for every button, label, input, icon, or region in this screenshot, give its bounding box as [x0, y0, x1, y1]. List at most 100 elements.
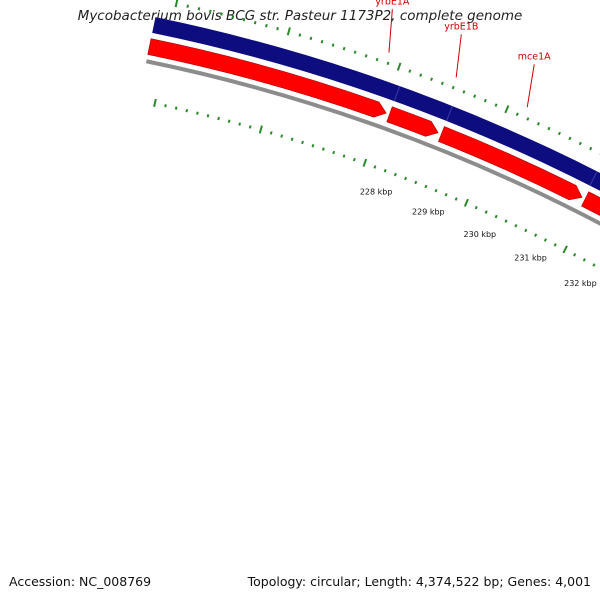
tick-mark: [434, 188, 438, 193]
tick-mark: [253, 20, 257, 25]
gene-label: yrbE1A: [375, 0, 410, 7]
tick-mark: [331, 43, 335, 47]
gene-boundary: [589, 171, 598, 186]
scale-label: 232 kbp: [564, 279, 597, 288]
tick-mark: [414, 180, 418, 185]
tick-mark: [444, 192, 448, 197]
tick-mark: [484, 210, 488, 214]
gene-boundary: [393, 85, 401, 102]
tick-mark: [197, 7, 201, 11]
topology-text: Topology: circular; Length: 4,374,522 bp…: [247, 574, 591, 589]
tick-mark: [474, 205, 478, 210]
tick-mark: [352, 157, 356, 162]
tick-mark: [208, 9, 212, 14]
forward-strand-track: [152, 17, 600, 191]
tick-mark: [342, 154, 346, 158]
tick-mark: [290, 137, 294, 141]
reverse-strand-track: [147, 38, 600, 216]
tick-mark: [396, 62, 402, 71]
tick-mark: [578, 141, 582, 146]
tick-mark: [515, 112, 519, 117]
tick-mark: [242, 18, 246, 22]
tick-mark: [526, 117, 530, 121]
tick-mark: [494, 103, 498, 107]
tick-mark: [514, 223, 518, 228]
tick-mark: [373, 165, 377, 169]
tick-mark: [321, 147, 325, 151]
tick-mark: [451, 85, 455, 90]
tick-mark: [276, 26, 279, 31]
tick-mark: [504, 105, 510, 114]
tick-mark: [174, 106, 178, 110]
tick-mark: [473, 94, 477, 98]
tick-mark: [454, 197, 458, 201]
tick-mark: [153, 98, 157, 108]
tick-mark: [269, 131, 273, 135]
tick-mark: [342, 46, 346, 51]
tick-mark: [582, 258, 586, 262]
tick-mark: [298, 33, 302, 37]
gene-leader-line: [526, 64, 535, 108]
backbone-arc: [145, 59, 600, 226]
tick-mark: [286, 27, 291, 36]
gene-label: mce1A: [518, 51, 551, 62]
tick-mark: [220, 12, 223, 16]
tick-mark: [258, 125, 263, 134]
tick-mark: [543, 238, 548, 242]
tick-mark: [186, 4, 190, 8]
scale-label: 230 kbp: [464, 230, 497, 239]
tick-mark: [375, 57, 379, 62]
tick-mark: [404, 176, 408, 181]
tick-marks: [153, 0, 600, 267]
tick-mark: [311, 144, 315, 148]
tick-mark: [383, 168, 387, 173]
tick-mark: [231, 15, 235, 19]
tick-mark: [332, 150, 336, 155]
tick-mark: [463, 198, 469, 207]
tick-mark: [408, 69, 412, 73]
tick-mark: [174, 0, 179, 8]
tick-mark: [196, 111, 199, 115]
gene-labels: yrbE1AyrbE1Bmce1Amce1Bmce1Cmce1DlprKmce1…: [375, 0, 551, 62]
tick-mark: [494, 214, 498, 219]
reverse-gene-arrow: [386, 106, 439, 137]
tick-mark: [483, 98, 487, 103]
tick-mark: [217, 116, 220, 121]
tick-mark: [227, 119, 231, 123]
tick-mark: [386, 61, 390, 66]
scale-label: 229 kbp: [412, 208, 445, 217]
tick-mark: [309, 36, 313, 41]
tick-mark: [424, 184, 428, 189]
forward-gene-band: [152, 17, 600, 191]
tick-mark: [362, 158, 368, 167]
tick-mark: [248, 125, 252, 129]
tick-mark: [534, 233, 538, 237]
tick-mark: [462, 90, 466, 94]
tick-mark: [185, 108, 189, 113]
tick-mark: [238, 122, 242, 126]
tick-mark: [364, 54, 368, 58]
tick-mark: [536, 121, 540, 126]
scale-label: 228 kbp: [360, 187, 393, 196]
tick-mark: [553, 243, 557, 247]
reverse-gene-arrow: [581, 191, 600, 216]
tick-mark: [440, 81, 444, 86]
tick-mark: [524, 228, 528, 233]
tick-mark: [504, 219, 508, 223]
gene-leader-line: [388, 9, 393, 53]
tick-mark: [265, 23, 268, 28]
tick-mark: [573, 253, 577, 257]
tick-mark: [547, 126, 551, 131]
genome-backbone: [145, 59, 600, 226]
map-title: Mycobacterium bovis BCG str. Pasteur 117…: [77, 8, 523, 24]
tick-mark: [164, 104, 167, 108]
tick-mark: [557, 131, 561, 136]
gene-leader-line: [455, 34, 462, 78]
reverse-gene-arrow: [438, 126, 583, 201]
gene-label: yrbE1B: [444, 21, 478, 32]
tick-mark: [430, 77, 434, 81]
tick-mark: [568, 136, 572, 141]
tick-mark: [393, 172, 397, 177]
